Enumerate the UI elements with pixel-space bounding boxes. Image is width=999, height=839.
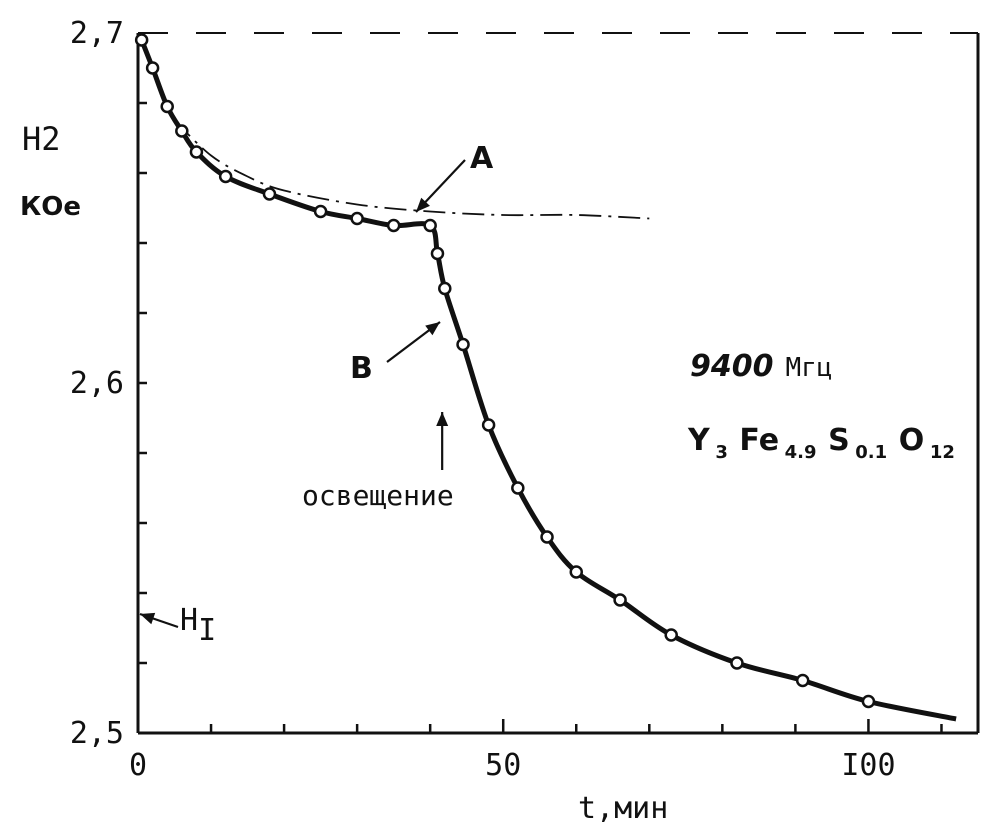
series-a-line [173,119,650,220]
data-point [730,656,744,670]
y-axis-label: H2 [22,120,61,158]
data-point [511,481,525,495]
formula-subscript: 3 [715,442,728,463]
series-b-label: B [350,351,373,386]
h1-main: H [180,603,198,638]
data-point [456,337,470,352]
y-axis-unit: КОе [20,192,81,222]
formula-element: O [899,423,925,458]
illumination-label: освещение [302,479,454,512]
arrow-a-head [416,197,430,212]
frequency-unit: Мгц [786,353,833,383]
data-point [350,211,364,226]
points-layer [134,33,876,709]
x-tick-label: I00 [841,748,895,783]
data-point [569,565,584,579]
y-tick-label: 2,6 [70,366,124,401]
formula-element: Fe [739,423,779,458]
data-point [613,593,627,607]
series-layer [139,39,957,722]
x-axis-label: t,мин [578,791,668,826]
formula-subscript: 12 [930,442,955,463]
data-point [481,418,496,432]
data-point [218,169,233,184]
formula-subscript: 4.9 [785,442,817,463]
formula-element: S [828,423,850,458]
data-point [386,218,401,233]
data-point [540,530,554,544]
axes: 0 50 I00 2,5 2,6 2,7 [70,16,980,783]
data-point [861,694,876,709]
data-point [145,61,160,75]
frequency-value: 9400 [690,349,774,384]
data-point [134,33,149,47]
h1-label: HI [180,603,216,648]
data-point [795,673,810,688]
series-a-label: A [470,141,494,176]
arrow-b-head [425,322,440,336]
data-point [313,204,328,219]
arrow-h1-head [140,612,156,625]
arrow-illumination-head [436,412,449,426]
x-tick-label: 0 [129,748,147,783]
y-tick-label: 2,7 [70,16,124,51]
h1-subscript: I [198,613,216,648]
data-point [423,218,437,233]
annotation-arrows [139,159,466,629]
formula-subscript: 0.1 [855,442,887,463]
data-point [189,145,204,159]
series-b-line [139,39,957,722]
x-tick-label: 50 [485,748,521,783]
frequency-annotation: 9400 Мгц [690,349,832,384]
data-point [664,628,678,642]
formula-element: Y [687,423,711,458]
y-tick-label: 2,5 [70,716,124,751]
data-point [438,281,452,296]
data-point [430,246,445,261]
formula-annotation: Y 3 Fe 4.9 S 0.1 O 12 [687,423,955,463]
data-point [262,187,277,201]
data-point [160,99,174,114]
data-point [175,124,189,138]
